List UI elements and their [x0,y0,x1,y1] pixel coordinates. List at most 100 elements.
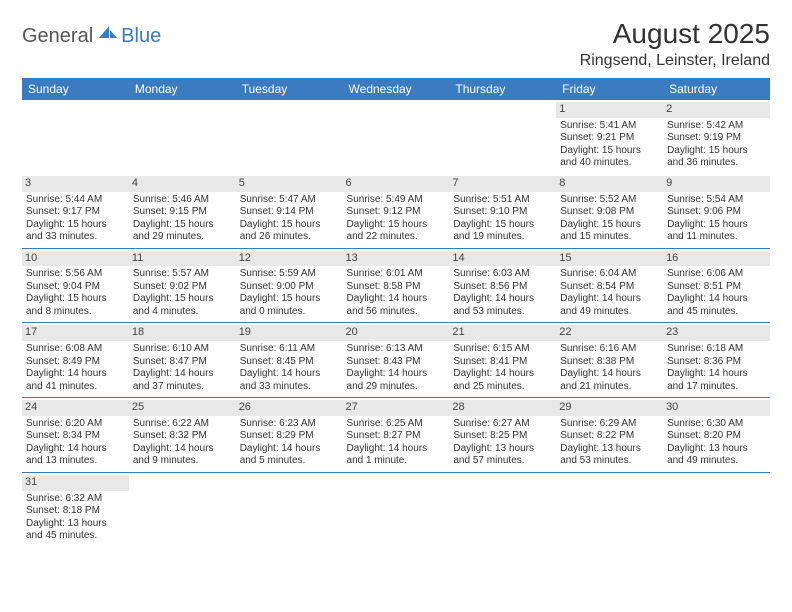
sunset-text: Sunset: 8:51 PM [667,281,766,294]
sunrise-text: Sunrise: 5:41 AM [560,120,659,133]
sunrise-text: Sunrise: 6:08 AM [26,343,125,356]
day2-text: and 53 minutes. [560,455,659,468]
day1-text: Daylight: 14 hours [560,293,659,306]
day-number: 3 [22,176,129,192]
sunrise-text: Sunrise: 5:56 AM [26,268,125,281]
sunset-text: Sunset: 8:18 PM [26,505,125,518]
sunrise-text: Sunrise: 5:52 AM [560,194,659,207]
day-number: 24 [22,400,129,416]
sunrise-text: Sunrise: 6:03 AM [453,268,552,281]
calendar-cell [236,472,343,546]
day1-text: Daylight: 14 hours [560,368,659,381]
weekday-header: Sunday [22,78,129,100]
day-number: 11 [129,251,236,267]
sunset-text: Sunset: 9:17 PM [26,206,125,219]
calendar-cell: 7Sunrise: 5:51 AMSunset: 9:10 PMDaylight… [449,174,556,248]
day-number: 18 [129,325,236,341]
day1-text: Daylight: 15 hours [347,219,446,232]
sunrise-text: Sunrise: 6:25 AM [347,418,446,431]
weekday-header: Wednesday [343,78,450,100]
day1-text: Daylight: 15 hours [133,293,232,306]
sunrise-text: Sunrise: 5:44 AM [26,194,125,207]
logo-text-general: General [22,25,93,48]
sunset-text: Sunset: 8:41 PM [453,356,552,369]
day-number: 14 [449,251,556,267]
day2-text: and 45 minutes. [667,306,766,319]
day1-text: Daylight: 14 hours [26,443,125,456]
sunset-text: Sunset: 8:49 PM [26,356,125,369]
sunrise-text: Sunrise: 6:29 AM [560,418,659,431]
calendar-cell: 29Sunrise: 6:29 AMSunset: 8:22 PMDayligh… [556,398,663,473]
day1-text: Daylight: 14 hours [240,368,339,381]
sunset-text: Sunset: 9:04 PM [26,281,125,294]
sunrise-text: Sunrise: 5:51 AM [453,194,552,207]
calendar-cell: 9Sunrise: 5:54 AMSunset: 9:06 PMDaylight… [663,174,770,248]
sunrise-text: Sunrise: 6:18 AM [667,343,766,356]
day-number: 16 [663,251,770,267]
calendar-cell [129,472,236,546]
calendar-cell [22,100,129,174]
day2-text: and 19 minutes. [453,231,552,244]
sail-icon [97,24,119,45]
calendar-cell: 26Sunrise: 6:23 AMSunset: 8:29 PMDayligh… [236,398,343,473]
day-number: 6 [343,176,450,192]
calendar-row: 24Sunrise: 6:20 AMSunset: 8:34 PMDayligh… [22,398,770,473]
calendar-cell: 18Sunrise: 6:10 AMSunset: 8:47 PMDayligh… [129,323,236,398]
sunrise-text: Sunrise: 6:32 AM [26,493,125,506]
calendar-cell: 13Sunrise: 6:01 AMSunset: 8:58 PMDayligh… [343,248,450,323]
day2-text: and 22 minutes. [347,231,446,244]
day-number: 13 [343,251,450,267]
day2-text: and 13 minutes. [26,455,125,468]
calendar-cell: 8Sunrise: 5:52 AMSunset: 9:08 PMDaylight… [556,174,663,248]
day2-text: and 33 minutes. [26,231,125,244]
day1-text: Daylight: 15 hours [133,219,232,232]
calendar-table: Sunday Monday Tuesday Wednesday Thursday… [22,78,770,547]
calendar-cell: 12Sunrise: 5:59 AMSunset: 9:00 PMDayligh… [236,248,343,323]
sunset-text: Sunset: 8:27 PM [347,430,446,443]
day2-text: and 49 minutes. [667,455,766,468]
day2-text: and 29 minutes. [347,381,446,394]
day-number: 8 [556,176,663,192]
sunrise-text: Sunrise: 6:06 AM [667,268,766,281]
day2-text: and 45 minutes. [26,530,125,543]
sunrise-text: Sunrise: 6:15 AM [453,343,552,356]
sunset-text: Sunset: 9:06 PM [667,206,766,219]
day1-text: Daylight: 13 hours [560,443,659,456]
logo-text-blue: Blue [121,25,161,48]
calendar-cell: 27Sunrise: 6:25 AMSunset: 8:27 PMDayligh… [343,398,450,473]
day2-text: and 26 minutes. [240,231,339,244]
sunrise-text: Sunrise: 5:54 AM [667,194,766,207]
day1-text: Daylight: 15 hours [26,293,125,306]
sunrise-text: Sunrise: 6:11 AM [240,343,339,356]
day1-text: Daylight: 15 hours [560,219,659,232]
sunset-text: Sunset: 9:21 PM [560,132,659,145]
day1-text: Daylight: 15 hours [240,293,339,306]
sunrise-text: Sunrise: 6:27 AM [453,418,552,431]
calendar-cell [343,100,450,174]
day1-text: Daylight: 14 hours [667,293,766,306]
sunset-text: Sunset: 8:45 PM [240,356,339,369]
day-number: 12 [236,251,343,267]
sunset-text: Sunset: 9:14 PM [240,206,339,219]
calendar-cell [663,472,770,546]
calendar-cell: 3Sunrise: 5:44 AMSunset: 9:17 PMDaylight… [22,174,129,248]
calendar-row: 31Sunrise: 6:32 AMSunset: 8:18 PMDayligh… [22,472,770,546]
day1-text: Daylight: 14 hours [347,368,446,381]
day2-text: and 29 minutes. [133,231,232,244]
day2-text: and 25 minutes. [453,381,552,394]
day-number: 22 [556,325,663,341]
calendar-row: 10Sunrise: 5:56 AMSunset: 9:04 PMDayligh… [22,248,770,323]
sunset-text: Sunset: 9:19 PM [667,132,766,145]
day1-text: Daylight: 15 hours [453,219,552,232]
calendar-cell: 11Sunrise: 5:57 AMSunset: 9:02 PMDayligh… [129,248,236,323]
day1-text: Daylight: 14 hours [240,443,339,456]
day1-text: Daylight: 14 hours [26,368,125,381]
day-number: 10 [22,251,129,267]
sunset-text: Sunset: 8:54 PM [560,281,659,294]
sunset-text: Sunset: 9:00 PM [240,281,339,294]
sunset-text: Sunset: 9:12 PM [347,206,446,219]
day-number: 2 [663,102,770,118]
calendar-cell: 24Sunrise: 6:20 AMSunset: 8:34 PMDayligh… [22,398,129,473]
sunrise-text: Sunrise: 5:49 AM [347,194,446,207]
day-number: 26 [236,400,343,416]
